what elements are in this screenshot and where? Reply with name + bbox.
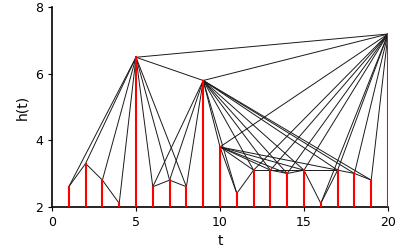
Y-axis label: h(t): h(t) <box>16 95 30 120</box>
X-axis label: t: t <box>217 234 223 248</box>
